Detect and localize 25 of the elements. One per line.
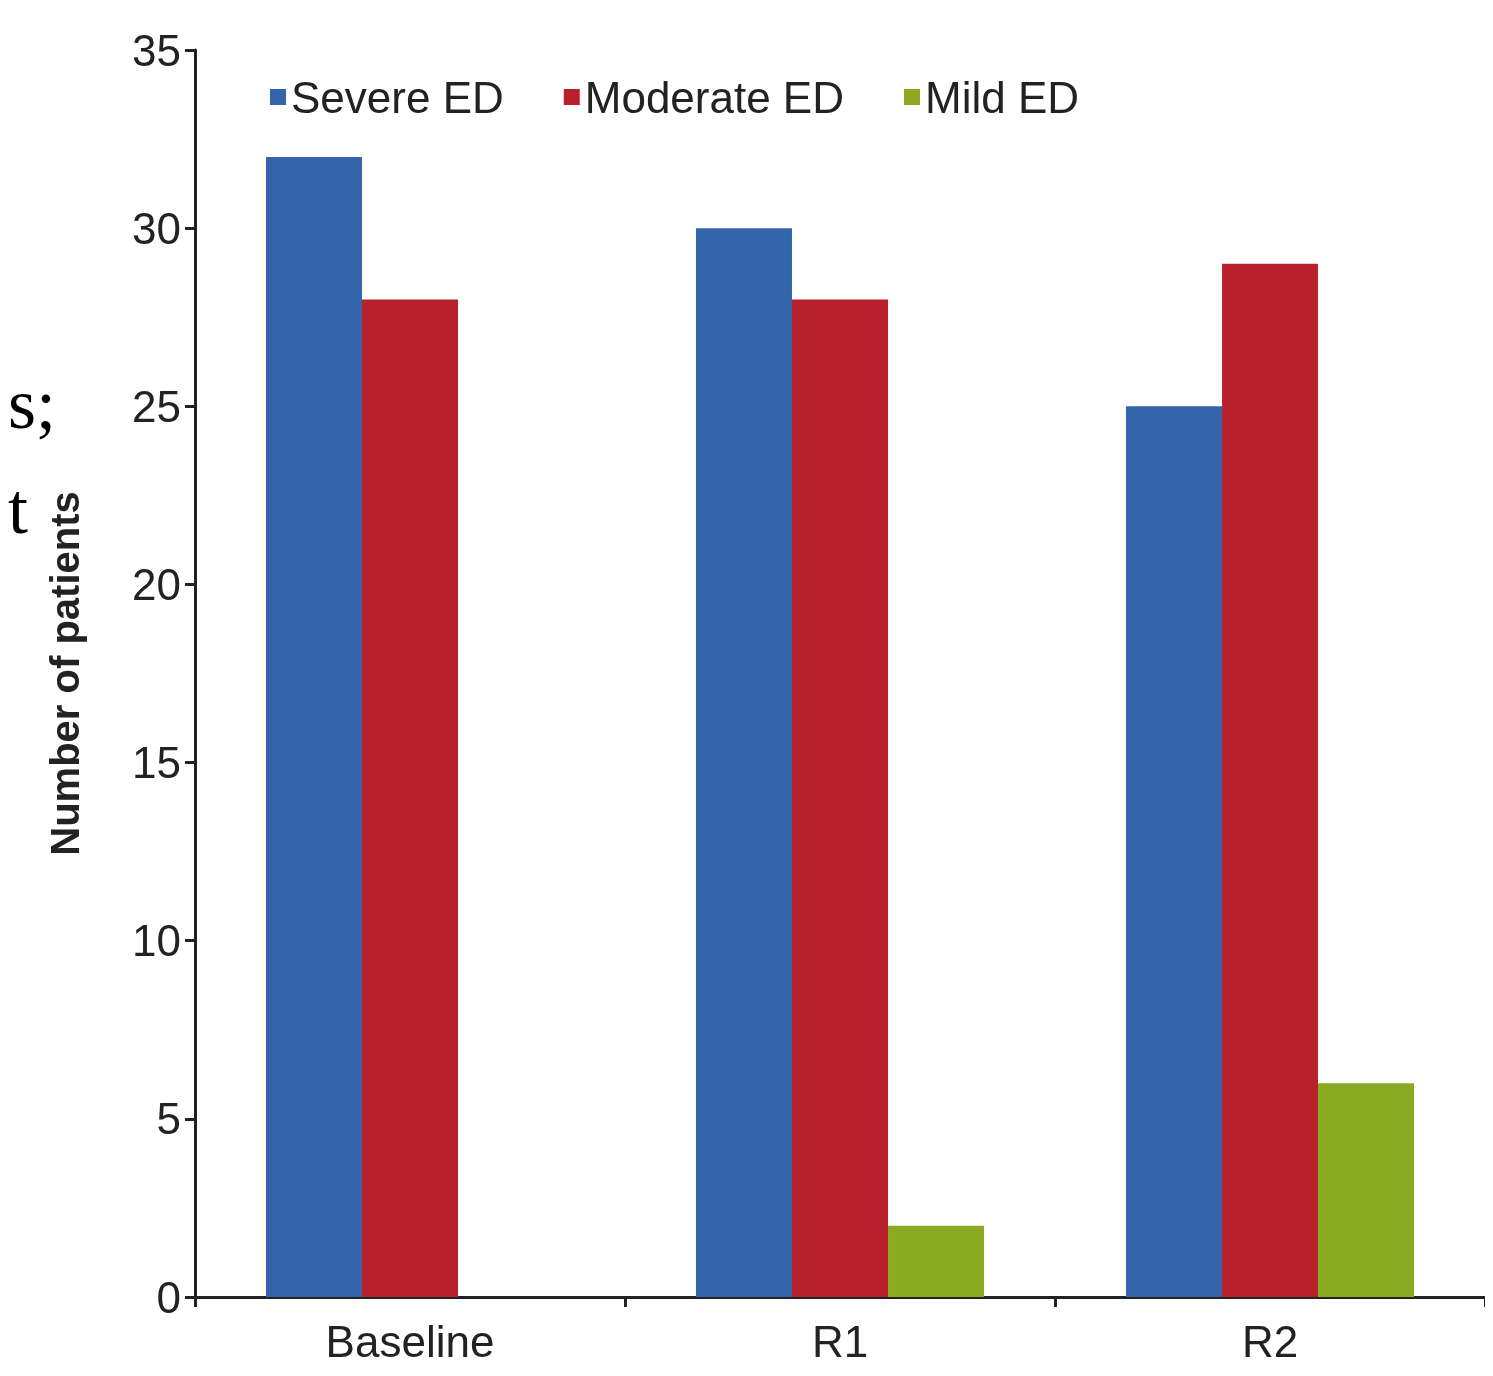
x-tick-label: R2 [1241,1316,1299,1366]
y-tick-label: 5 [156,1094,181,1144]
legend-label: Mild ED [924,72,1080,122]
text: t [8,469,29,549]
x-tick-label: Baseline [325,1316,495,1366]
bar [888,1225,985,1297]
y-tick-label: 25 [132,381,181,431]
bar [1125,406,1222,1297]
bar [361,299,459,1297]
y-tick-label: 0 [156,1272,181,1322]
y-tick-label: 10 [132,916,181,966]
y-tick-label: 35 [132,25,181,75]
x-tick-label: R1 [811,1316,869,1366]
text: s; [8,364,57,444]
bar [1221,263,1319,1297]
bar [791,299,889,1297]
legend-label: Severe ED [291,72,504,122]
bar [265,156,362,1297]
y-axis-title: Number of patients [43,491,87,856]
legend-label: Moderate ED [584,72,844,122]
y-tick-label: 15 [132,738,181,788]
bar [1318,1083,1415,1297]
bar [695,228,792,1297]
y-tick-label: 30 [132,203,181,253]
y-tick-label: 20 [132,559,181,609]
